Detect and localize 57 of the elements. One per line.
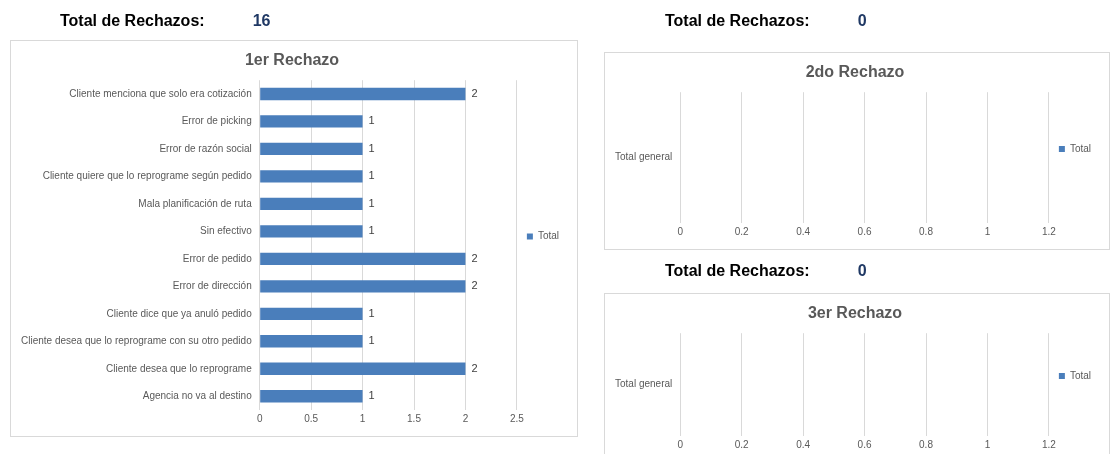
y-tick-label: Cliente menciona que solo era cotización (69, 87, 252, 99)
data-label: 2 (471, 251, 478, 264)
data-label: 2 (471, 361, 478, 374)
y-tick-label: Cliente quiere que lo reprograme según pedido (42, 170, 253, 182)
data-label: 1 (368, 169, 375, 182)
x-tick-label: 1 (984, 438, 991, 450)
text: 0 (857, 12, 867, 30)
text: 16 (252, 12, 271, 30)
data-label: 2 (471, 279, 478, 292)
text: Total de Rechazos: (60, 12, 205, 30)
x-tick-label: 0.6 (857, 438, 872, 450)
data-label: 1 (368, 196, 375, 209)
x-tick-label: 1 (984, 225, 991, 237)
y-tick-label: Error de dirección (172, 280, 252, 292)
x-tick-label: 1.2 (1041, 438, 1057, 450)
data-label: 1 (368, 334, 375, 347)
x-tick-label: 2.5 (509, 412, 525, 424)
x-tick-label: 0 (256, 412, 263, 424)
x-tick-label: 0 (677, 225, 684, 237)
x-tick-label: 1.5 (407, 412, 422, 424)
y-tick-label: Cliente dice que ya anuló pedido (106, 307, 253, 319)
x-tick-label: 1.2 (1041, 225, 1057, 237)
x-tick-label: 0.6 (857, 225, 872, 237)
y-tick-label: Total general (615, 151, 673, 163)
data-label: 2 (471, 86, 478, 99)
chart-title: 1er Rechazo (244, 51, 340, 69)
legend-label: Total (1069, 369, 1091, 381)
text: 0 (857, 262, 867, 280)
y-tick-label: Error de picking (181, 115, 252, 127)
data-label: 1 (368, 306, 375, 319)
data-label: 1 (368, 114, 375, 127)
text: Total de Rechazos: (665, 12, 810, 30)
x-tick-label: 0.8 (919, 225, 934, 237)
data-label: 1 (368, 141, 375, 154)
x-tick-label: 2 (462, 412, 469, 424)
x-tick-label: 0.5 (304, 412, 319, 424)
y-tick-label: Error de razón social (159, 142, 252, 154)
y-tick-label: Cliente desea que lo reprograme (106, 362, 253, 374)
y-tick-label: Error de pedido (182, 252, 253, 264)
x-tick-label: 1 (359, 412, 366, 424)
y-tick-label: Agencia no va al destino (142, 390, 253, 402)
x-tick-label: 0.8 (919, 438, 934, 450)
legend-label: Total (1069, 142, 1091, 154)
y-tick-label: Mala planificación de ruta (138, 197, 253, 209)
x-tick-label: 0.4 (796, 225, 811, 237)
data-label: 1 (368, 389, 375, 402)
x-tick-label: 0 (677, 438, 684, 450)
chart-title: 3er Rechazo (807, 304, 903, 322)
y-tick-label: Sin efectivo (200, 225, 253, 237)
x-tick-label: 0.2 (734, 225, 750, 237)
y-tick-label: Total general (615, 378, 673, 390)
chart-title: 2do Rechazo (805, 63, 905, 81)
x-tick-label: 0.4 (796, 438, 811, 450)
legend-label: Total (537, 230, 559, 242)
x-tick-label: 0.2 (734, 438, 750, 450)
y-tick-label: Cliente desea que lo reprograme con su otro pedido (21, 335, 253, 347)
text: Total de Rechazos: (665, 262, 810, 280)
